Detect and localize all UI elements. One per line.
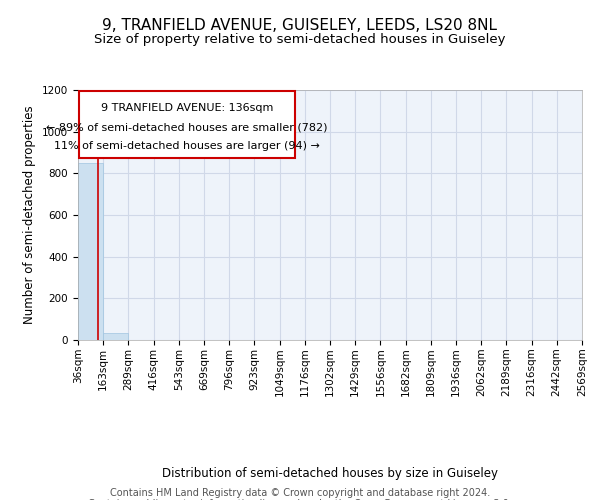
Text: Size of property relative to semi-detached houses in Guiseley: Size of property relative to semi-detach… — [94, 32, 506, 46]
Y-axis label: Number of semi-detached properties: Number of semi-detached properties — [23, 106, 37, 324]
Text: Distribution of semi-detached houses by size in Guiseley: Distribution of semi-detached houses by … — [162, 468, 498, 480]
Bar — [103, 332, 128, 340]
Text: 9 TRANFIELD AVENUE: 136sqm: 9 TRANFIELD AVENUE: 136sqm — [101, 103, 273, 113]
Text: Contains HM Land Registry data © Crown copyright and database right 2024.
Contai: Contains HM Land Registry data © Crown c… — [88, 488, 512, 500]
Text: 11% of semi-detached houses are larger (94) →: 11% of semi-detached houses are larger (… — [54, 141, 320, 151]
Bar — [78, 163, 103, 340]
Text: ← 89% of semi-detached houses are smaller (782): ← 89% of semi-detached houses are smalle… — [46, 122, 328, 132]
FancyBboxPatch shape — [79, 91, 295, 158]
Text: 9, TRANFIELD AVENUE, GUISELEY, LEEDS, LS20 8NL: 9, TRANFIELD AVENUE, GUISELEY, LEEDS, LS… — [103, 18, 497, 32]
